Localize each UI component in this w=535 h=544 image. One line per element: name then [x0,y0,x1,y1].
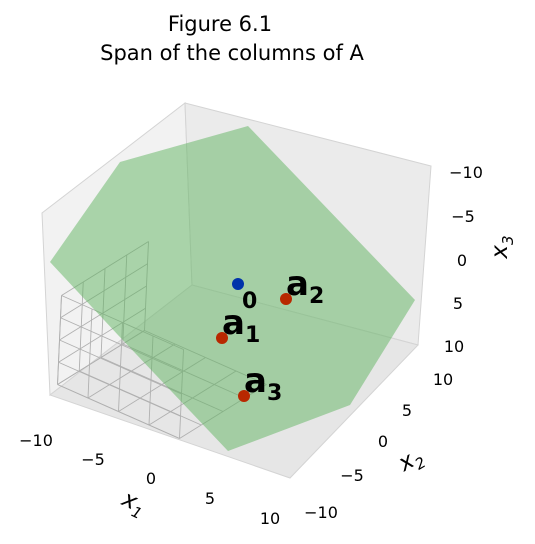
chart-title-line1: Figure 6.1 [168,12,272,36]
gridline [57,295,62,385]
chart-title-line2: Span of the columns of A [100,41,364,65]
tick-label-axis2: 0 [378,432,388,451]
tick-label-axis3: 5 [453,294,463,313]
tick-label-axis1: −10 [19,431,53,450]
tick-label-axis2: 5 [402,401,412,420]
tick-label-axis2: −5 [340,466,364,485]
tick-label-axis1: 5 [205,489,215,508]
tick-label-axis2: −10 [304,503,338,522]
axis-label-2: x2 [393,443,429,481]
point-a1 [216,332,228,344]
gridline [57,384,180,439]
point-0 [232,278,244,290]
tick-label-axis3: −5 [451,207,475,226]
tick-label-axis3: 10 [444,337,464,356]
tick-label-axis2: 10 [433,370,453,389]
tick-label-axis1: 10 [260,509,280,528]
axis-label-1: x1 [115,486,150,523]
tick-label-axis1: −5 [81,450,105,469]
span-plane [50,126,415,451]
plane-surface [50,126,415,451]
point-a2 [280,293,292,305]
point-label-0: 0 [242,289,257,314]
tick-label-axis3: 0 [457,251,467,270]
point-a3 [238,390,250,402]
tick-label-axis3: −10 [449,163,483,182]
axis-label-3: x3 [487,235,517,259]
tick-label-axis1: 0 [146,469,156,488]
